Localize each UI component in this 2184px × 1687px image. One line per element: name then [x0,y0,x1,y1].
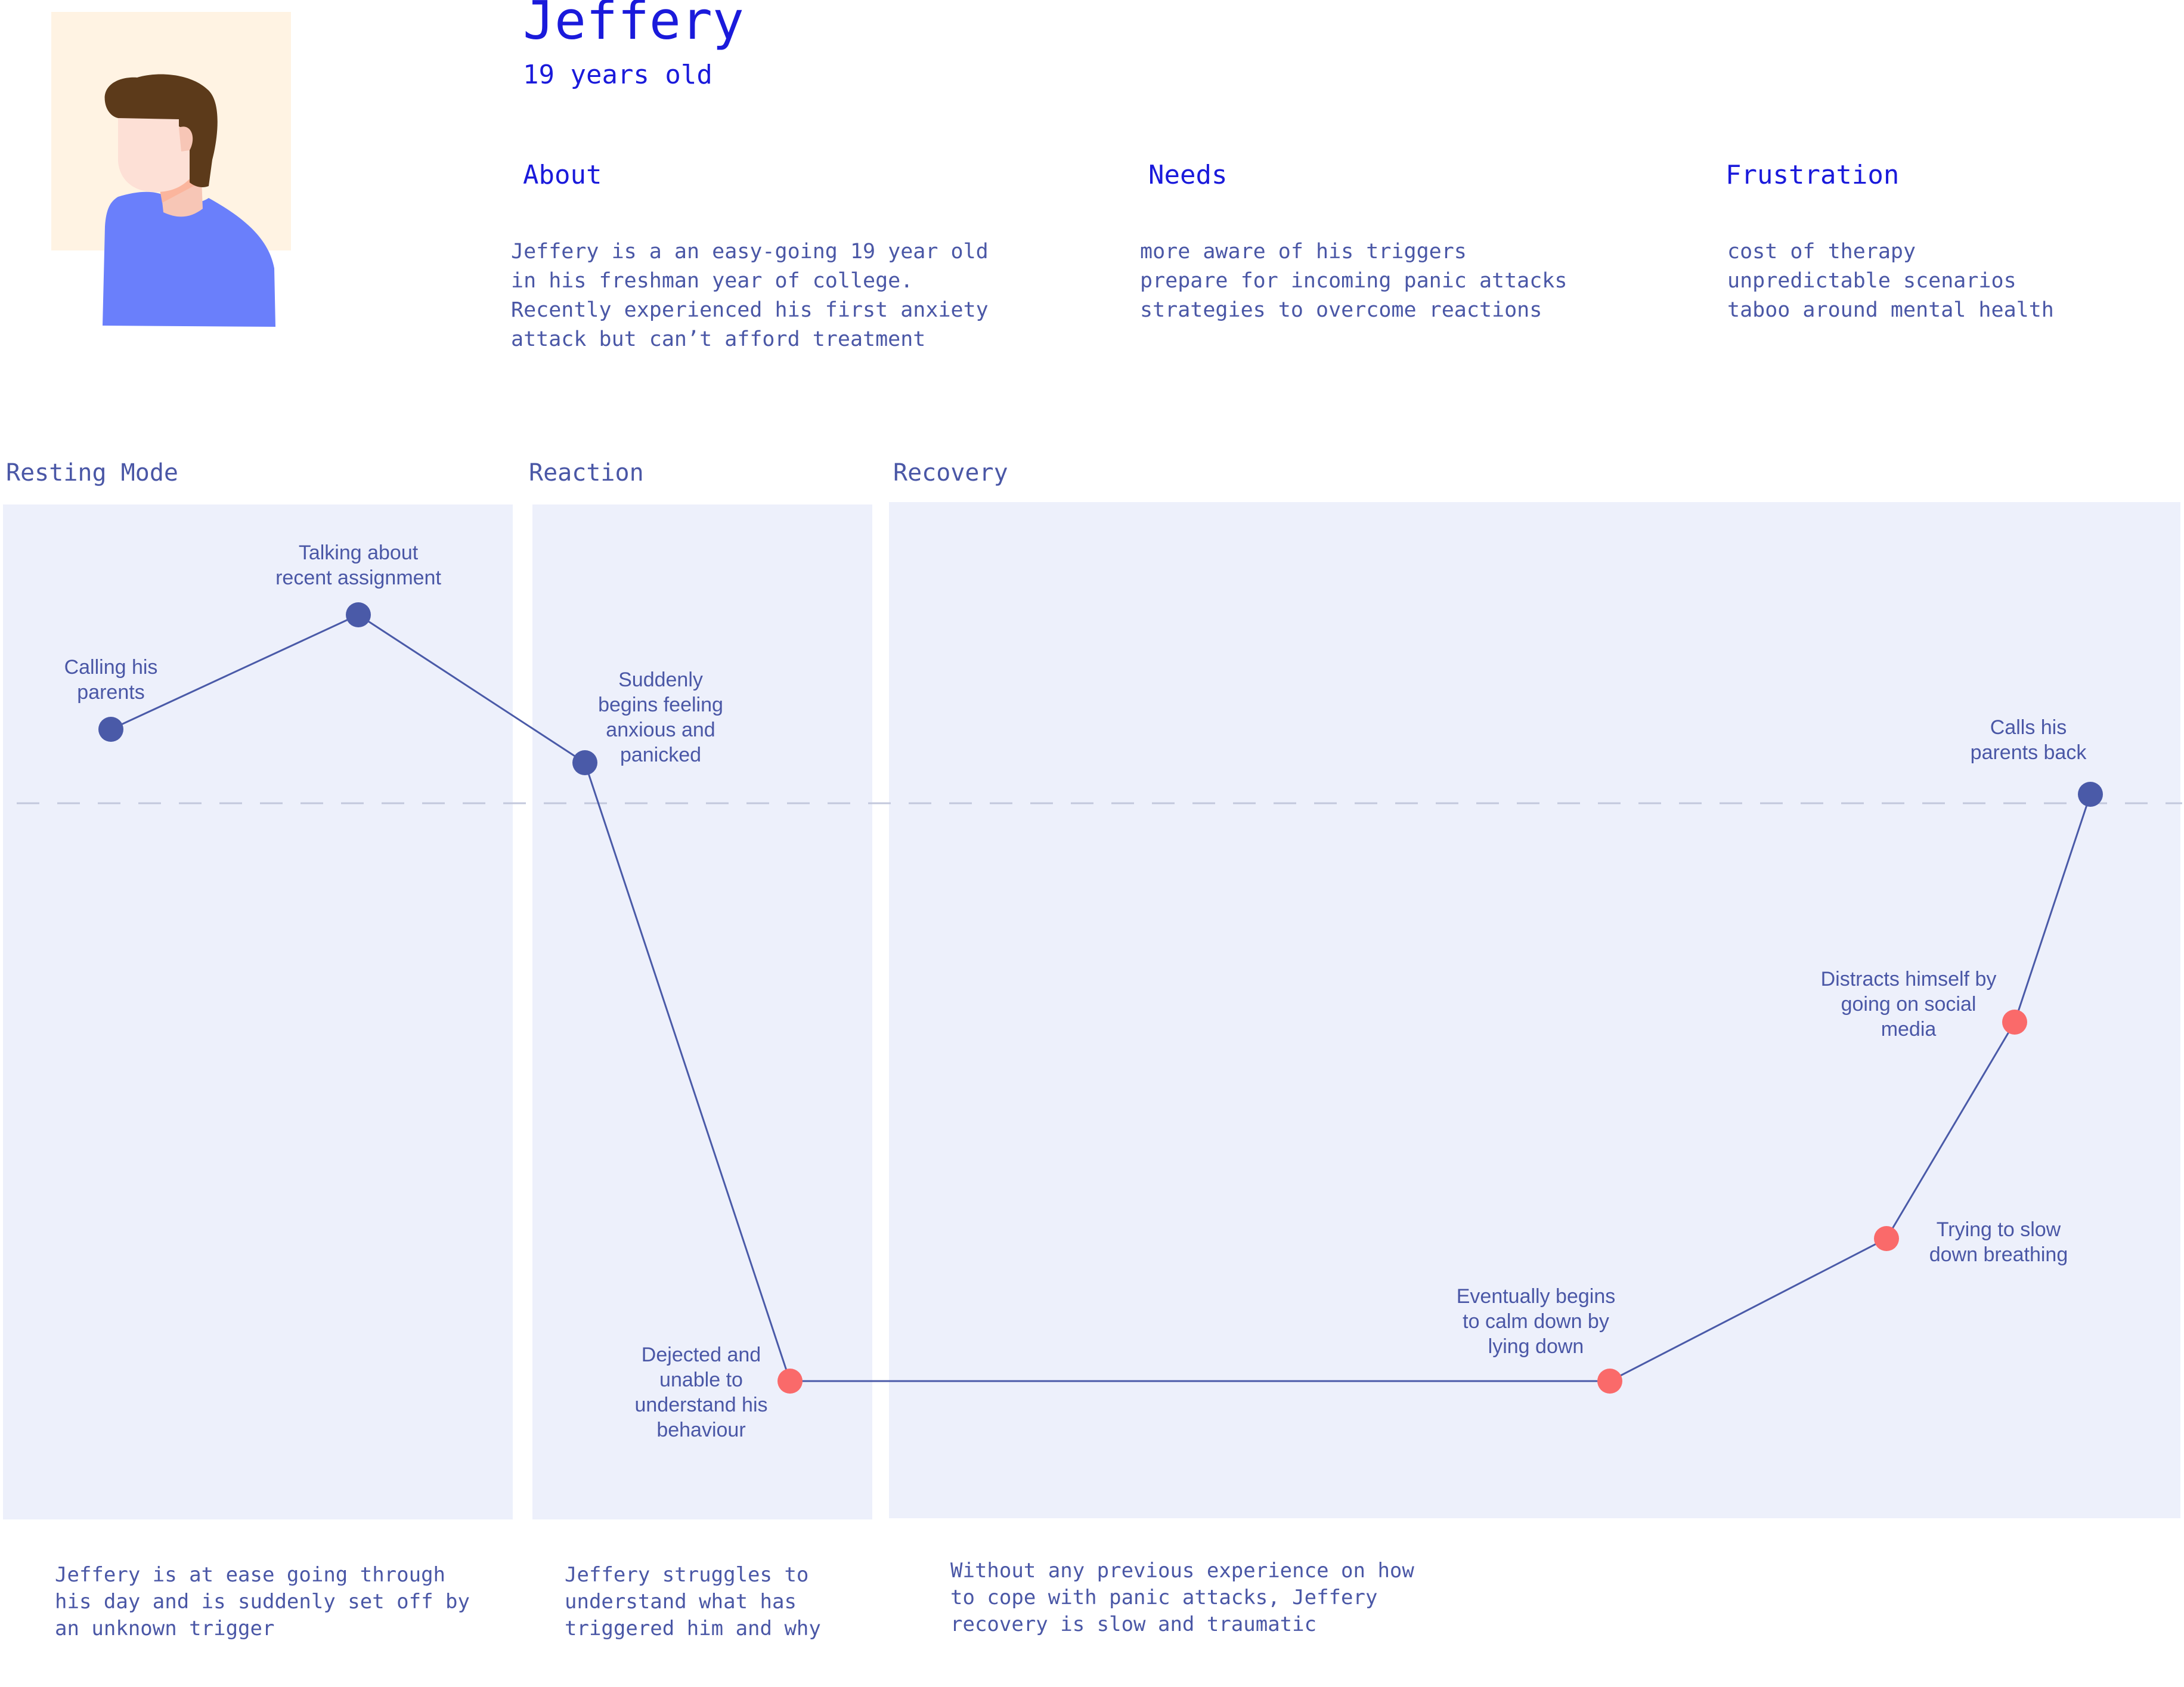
needs-item: strategies to overcome reactions [1140,298,1542,322]
node-label: Calling his parents [64,656,158,704]
frustration-heading: Frustration [1725,160,1900,190]
journey-node-positive [2078,782,2103,807]
node-label: Calls his parents back [1970,716,2087,764]
node-label: Suddenly begins feeling anxious and pani… [598,668,723,766]
node-label: Trying to slow down breathing [1929,1218,2068,1266]
frustration-item: taboo around mental health [1727,298,2054,322]
frustration-list: cost of therapy unpredictable scenarios … [1727,237,2054,325]
node-label: Dejected and unable to understand his be… [634,1344,768,1441]
avatar-shirt [103,191,275,327]
phase-label-resting: Resting Mode [6,459,178,487]
about-line: Recently experienced his first anxiety [511,298,989,322]
frustration-item: unpredictable scenarios [1727,269,2016,293]
avatar-ear [179,126,193,151]
node-label: Distracts himself by going on social med… [1820,968,1997,1041]
needs-list: more aware of his triggers prepare for i… [1140,237,1567,325]
journey-node-positive [346,602,371,627]
about-text: Jeffery is a an easy-going 19 year old i… [511,237,989,354]
persona-age: 19 years old [523,60,712,90]
journey-nodes [98,602,2103,1394]
avatar-hair [104,74,218,187]
about-heading: About [523,160,602,190]
about-line: Jeffery is a an easy-going 19 year old [511,240,989,264]
needs-item: more aware of his triggers [1140,240,1467,264]
about-line: in his freshman year of college. [511,269,913,293]
journey-node-positive [572,750,597,775]
phase-label-recovery: Recovery [893,459,1008,487]
about-line: attack but can’t afford treatment [511,327,926,351]
frustration-item: cost of therapy [1727,240,1916,264]
avatar-neck-shadow [160,179,200,203]
phase-description-recovery: Without any previous experience on how t… [950,1559,1414,1636]
phase-description-resting: Jeffery is at ease going through his day… [55,1563,470,1640]
needs-item: prepare for incoming panic attacks [1140,269,1567,293]
phase-description-reaction: Jeffery struggles to understand what has… [565,1563,821,1640]
journey-node-negative [2002,1010,2027,1035]
journey-node-negative [777,1369,803,1394]
persona-name: Jeffery [523,0,744,51]
journey-node-negative [1874,1226,1899,1251]
journey-node-negative [1597,1369,1622,1394]
phase-label-reaction: Reaction [529,459,644,487]
node-label: Talking about recent assignment [275,541,441,589]
journey-node-positive [98,717,123,742]
node-label: Eventually begins to calm down by lying … [1456,1285,1616,1358]
persona-avatar [0,0,310,334]
needs-heading: Needs [1148,160,1228,190]
